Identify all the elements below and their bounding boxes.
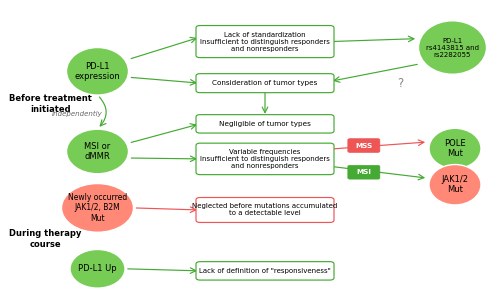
Text: Neglected before mutations accumulated
to a detectable level: Neglected before mutations accumulated t… [192,203,338,217]
Text: Newly occurred
JAK1/2, B2M
Mut: Newly occurred JAK1/2, B2M Mut [68,193,127,223]
FancyBboxPatch shape [196,198,334,222]
Text: ?: ? [397,77,403,90]
Text: POLE
Mut: POLE Mut [444,139,466,158]
Ellipse shape [70,249,125,288]
FancyBboxPatch shape [196,143,334,175]
Ellipse shape [418,21,486,74]
Text: Variable frequencies
Insufficient to distinguish responders
and nonresponders: Variable frequencies Insufficient to dis… [200,149,330,169]
Text: MSI or
dMMR: MSI or dMMR [84,142,110,161]
FancyBboxPatch shape [196,26,334,58]
FancyBboxPatch shape [348,165,380,179]
Text: PD-L1
expression: PD-L1 expression [74,61,120,81]
Text: JAK1/2
Mut: JAK1/2 Mut [442,175,468,195]
Ellipse shape [66,129,128,174]
Text: Lack of standardization
Insufficient to distinguish responders
and nonresponders: Lack of standardization Insufficient to … [200,31,330,52]
Text: Before treatment
initiated: Before treatment initiated [9,94,92,114]
Text: MSI: MSI [356,169,372,175]
Text: PD-L1 Up: PD-L1 Up [78,264,117,273]
Text: Independently: Independently [52,111,103,117]
FancyBboxPatch shape [196,262,334,280]
Ellipse shape [429,128,481,169]
Ellipse shape [62,184,134,232]
FancyBboxPatch shape [196,74,334,93]
FancyBboxPatch shape [348,139,380,152]
Text: Negligible of tumor types: Negligible of tumor types [219,121,311,127]
Text: Lack of definition of "responsiveness": Lack of definition of "responsiveness" [199,268,331,274]
Text: Consideration of tumor types: Consideration of tumor types [212,80,318,86]
Ellipse shape [66,48,128,95]
Text: During therapy
course: During therapy course [9,229,82,249]
Text: MSS: MSS [355,143,372,148]
Text: PD-L1
rs4143815 and
rs2282055: PD-L1 rs4143815 and rs2282055 [426,37,479,58]
FancyBboxPatch shape [196,115,334,133]
Ellipse shape [429,165,481,205]
